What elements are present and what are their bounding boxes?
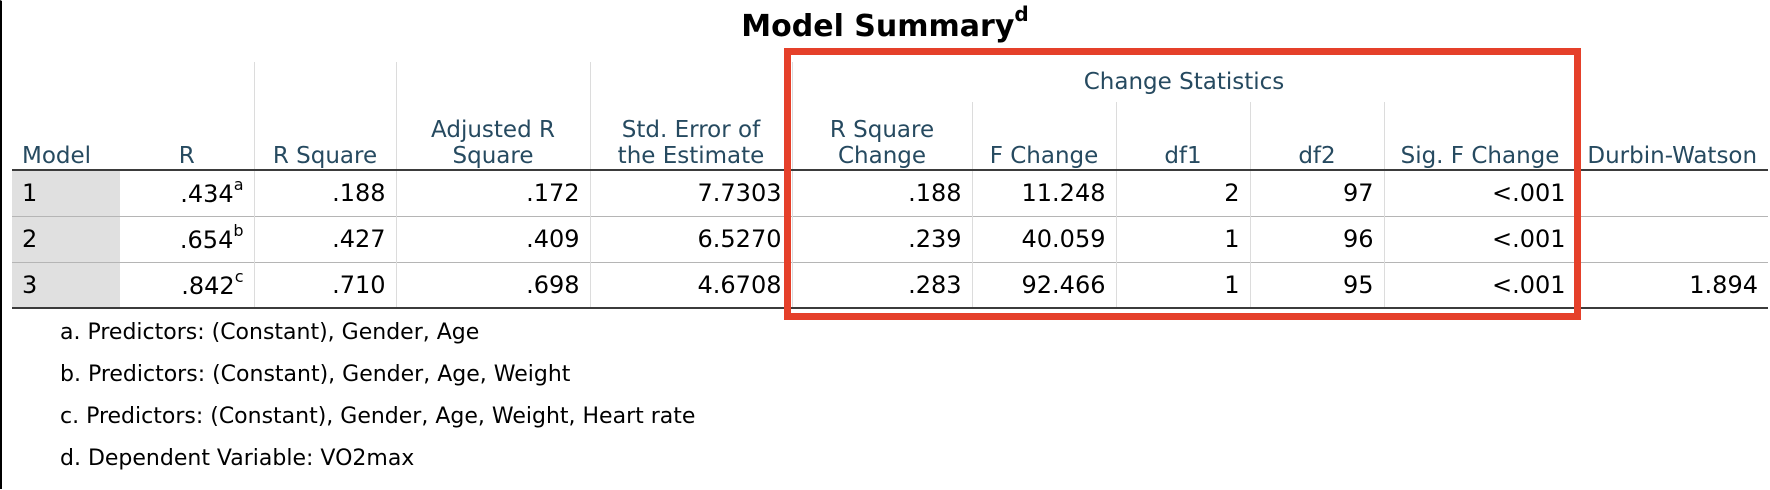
footnote-b: b. Predictors: (Constant), Gender, Age, … [60,362,571,387]
col-header-r-square: R Square [253,62,396,170]
col-header-durbin-watson: Durbin-Watson [1575,62,1768,170]
std-error-cell: 4.6708 [589,261,792,309]
adjusted-r-square-cell: .172 [395,169,590,216]
r-square-change-cell: .283 [791,261,972,309]
col-header-sig-f-change: Sig. F Change [1383,102,1576,170]
col-header-std-error: Std. Error of the Estimate [589,62,792,170]
footnotes: a. Predictors: (Constant), Gender, Age b… [60,318,695,486]
table-row: 3 .842c .710 .698 4.6708 .283 92.466 1 9… [12,261,1768,309]
r-footnote-marker: b [233,221,244,240]
f-change-cell: 92.466 [971,261,1116,309]
title-text: Model Summary [741,9,1015,44]
adjusted-r-square-cell: .409 [395,215,590,262]
std-error-cell: 7.7303 [589,169,792,216]
r-value: .654 [179,226,234,254]
r-square-cell: .710 [253,261,396,309]
durbin-watson-cell [1575,215,1768,262]
sig-f-change-cell: <.001 [1383,215,1576,262]
r-value: .434 [180,180,234,209]
model-cell: 2 [12,215,120,262]
footnote-a: a. Predictors: (Constant), Gender, Age [60,320,480,345]
r-footnote-marker: a [233,175,244,195]
df1-cell: 1 [1115,261,1250,309]
col-header-adjusted-r-square: Adjusted R Square [395,62,590,170]
df1-cell: 2 [1115,169,1250,216]
r-cell: .434a [120,169,254,216]
durbin-watson-cell: 1.894 [1575,261,1768,309]
r-value: .842 [181,271,235,300]
df2-cell: 97 [1249,169,1384,216]
table-title: Model Summaryd [0,2,1770,44]
col-header-df1: df1 [1115,102,1250,170]
durbin-watson-cell [1575,169,1768,216]
col-header-r-square-change: R Square Change [791,102,972,170]
r-cell: .842c [120,261,254,309]
footnote-c: c. Predictors: (Constant), Gender, Age, … [60,404,696,429]
model-cell: 1 [12,169,120,216]
r-square-cell: .427 [253,215,396,262]
r-cell: .654b [120,215,254,262]
model-summary-table: Model R R Square Adjusted R Square Std. … [12,62,1768,309]
table-row: 2 .654b .427 .409 6.5270 .239 40.059 1 9… [12,215,1768,262]
col-header-model: Model [22,143,92,169]
r-square-cell: .188 [253,169,396,216]
footnote-d: d. Dependent Variable: VO2max [60,446,415,471]
df2-cell: 96 [1249,215,1384,262]
col-header-f-change: F Change [971,102,1116,170]
r-square-change-cell: .239 [791,215,972,262]
title-footnote-marker: d [1014,2,1029,26]
sig-f-change-cell: <.001 [1383,169,1576,216]
table-row: 1 .434a .188 .172 7.7303 .188 11.248 2 9… [12,169,1768,216]
col-header-r: R [178,143,195,169]
df1-cell: 1 [1115,215,1250,262]
adjusted-r-square-cell: .698 [395,261,590,309]
sig-f-change-cell: <.001 [1383,261,1576,309]
f-change-cell: 40.059 [971,215,1116,262]
group-header-change-statistics: Change Statistics [791,62,1576,102]
col-header-df2: df2 [1249,102,1384,170]
df2-cell: 95 [1249,261,1384,309]
std-error-cell: 6.5270 [589,215,792,262]
model-cell: 3 [12,261,120,309]
f-change-cell: 11.248 [971,169,1116,216]
r-square-change-cell: .188 [791,169,972,216]
r-footnote-marker: c [234,266,244,286]
